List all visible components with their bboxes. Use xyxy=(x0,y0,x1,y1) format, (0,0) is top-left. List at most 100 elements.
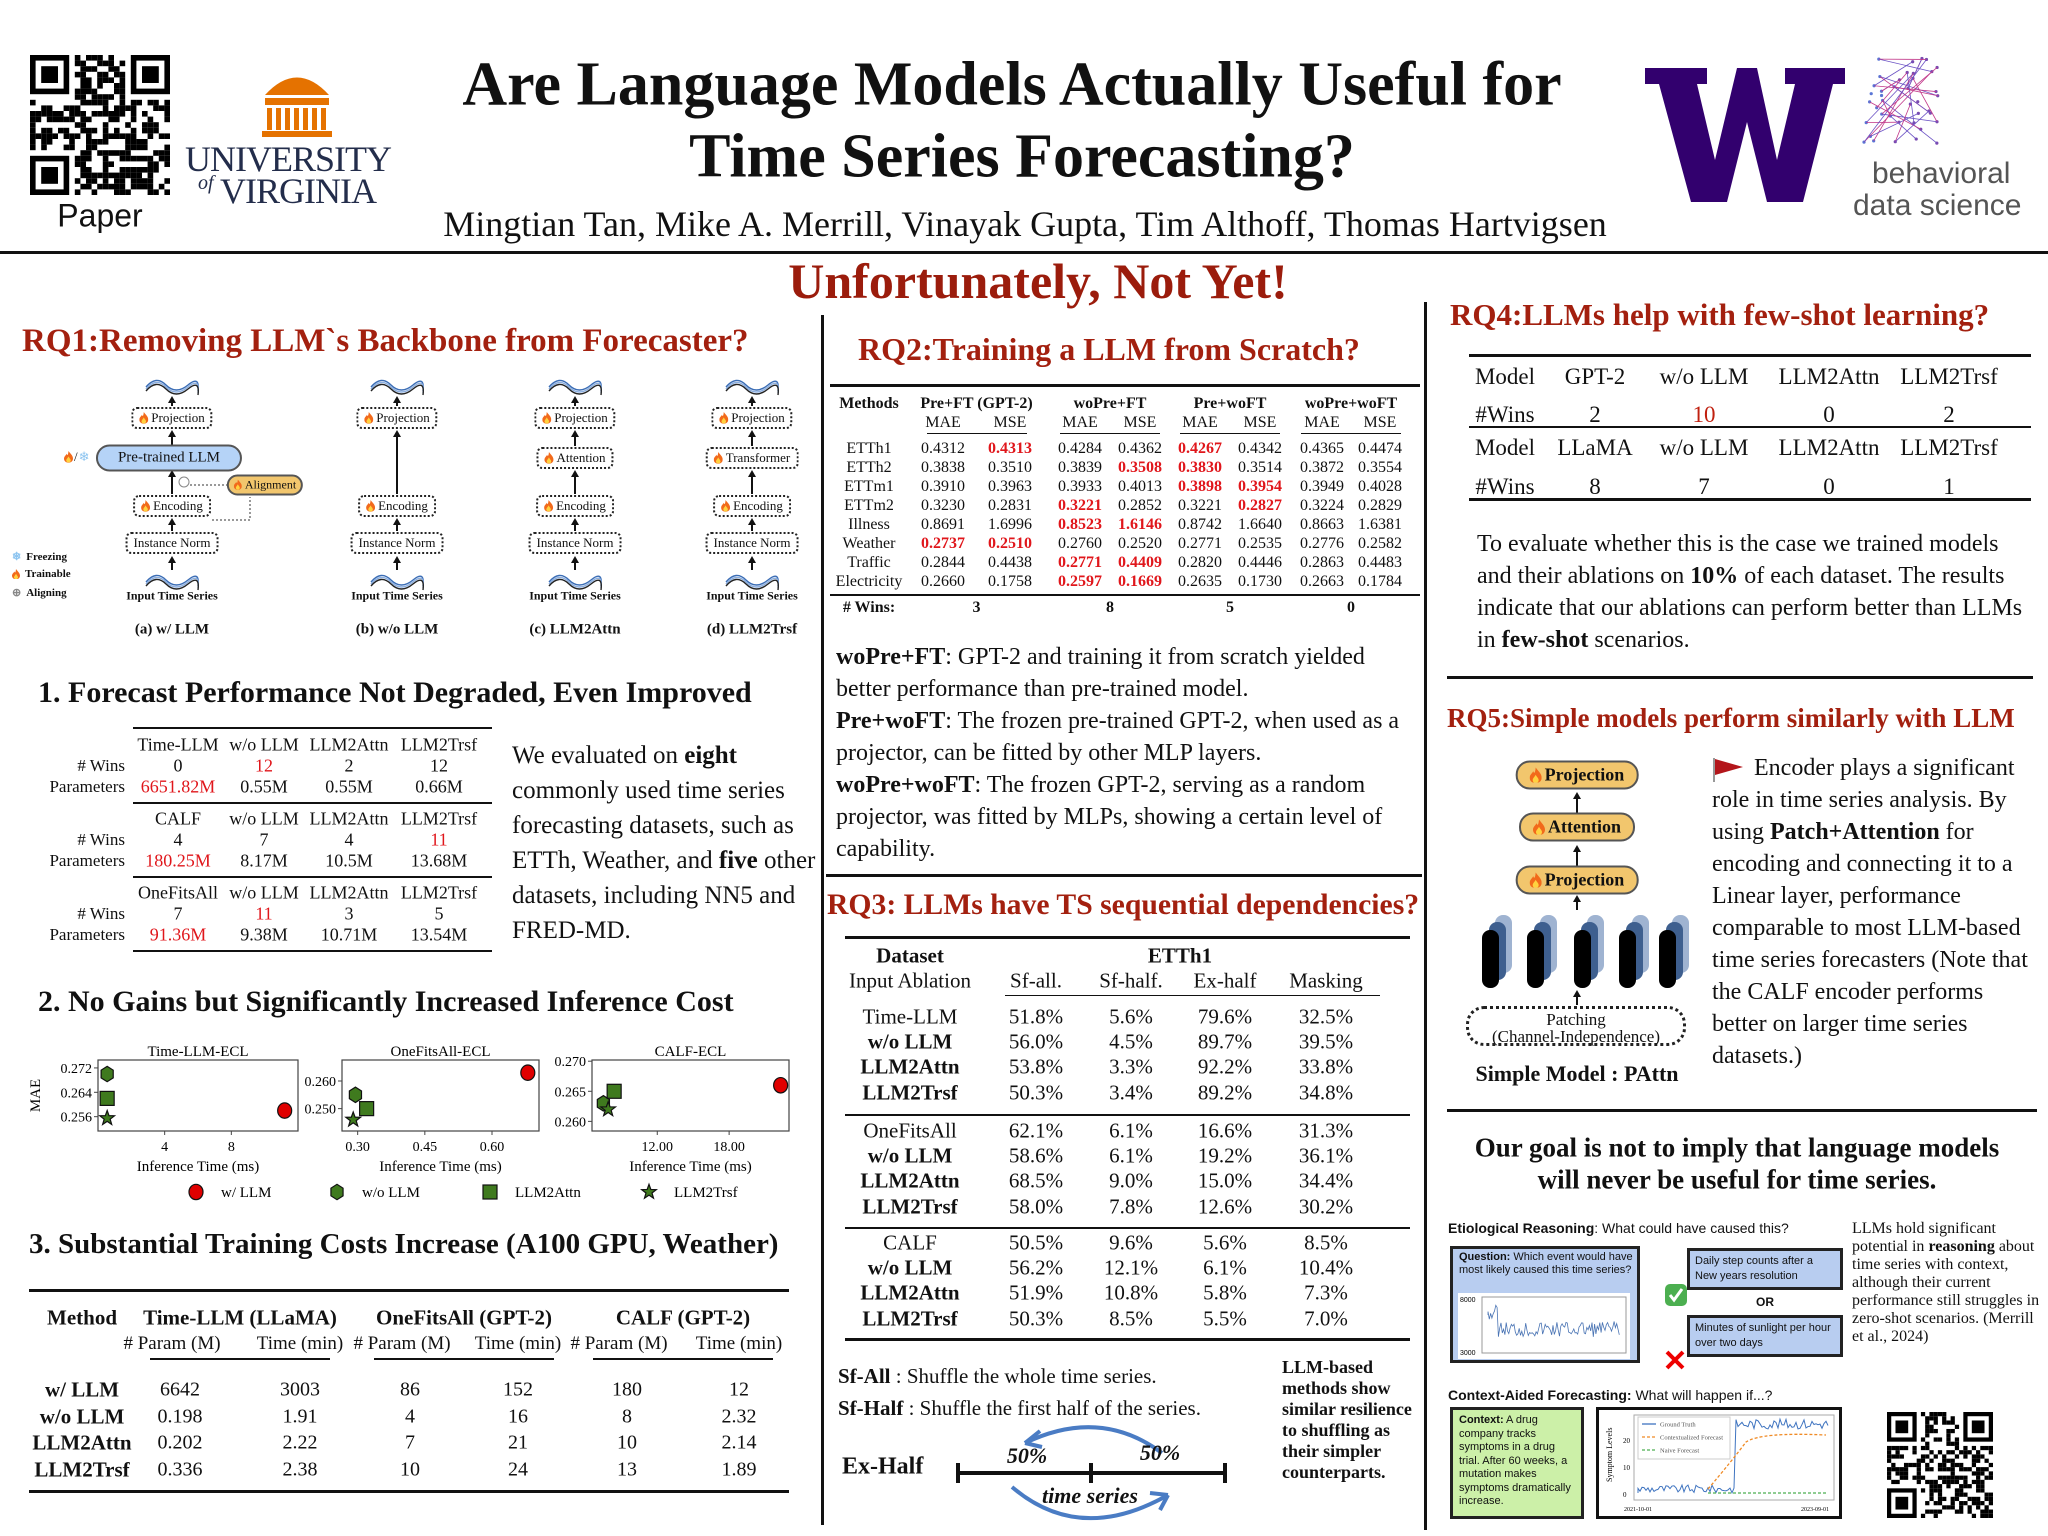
dataset-name: ETTh2 xyxy=(846,459,892,476)
context-title-bold: Context-Aided Forecasting: xyxy=(1448,1387,1632,1403)
model-header: w/o LLM xyxy=(229,734,299,755)
subheader: Time (min) xyxy=(474,1333,562,1354)
cell: 0.4312 xyxy=(921,440,965,457)
legend-item: ❄ Freezing xyxy=(12,550,67,564)
cell: 0.3872 xyxy=(1300,459,1344,476)
swap-arrow-bottom-icon xyxy=(1010,1485,1169,1521)
block-encoding: Encoding xyxy=(133,495,211,517)
step-count-line xyxy=(1487,1304,1620,1338)
best-cell: 0.1669 xyxy=(1118,573,1162,590)
group-header: Pre+FT (GPT-2) xyxy=(920,395,1033,412)
network-icon xyxy=(1862,56,1940,145)
row-name: LLM2Attn xyxy=(860,1168,960,1193)
cell: 0.2535 xyxy=(1238,535,1282,552)
chart-frame xyxy=(1633,1414,1835,1501)
row-name: LLM2Trsf xyxy=(862,1194,958,1219)
cell: 31.3% xyxy=(1298,1118,1354,1143)
cell: 8 xyxy=(1589,474,1601,499)
params-cell: 10.71M xyxy=(320,924,378,945)
model-header: LLM2Trsf xyxy=(400,734,478,755)
column-header: Masking xyxy=(1289,968,1363,993)
cell: 0.2663 xyxy=(1300,573,1344,590)
row-name: w/o LLM xyxy=(867,1143,953,1168)
group-header: woPre+woFT xyxy=(1304,395,1398,412)
rq1-architecture-diagram: Projection Pre-trained LLM Encoding Instanc… xyxy=(0,0,820,650)
model-header: LLM2Trsf xyxy=(400,808,478,829)
flame-icon xyxy=(721,500,731,512)
wins-cell: 5 xyxy=(434,903,444,924)
cell: 8.5% xyxy=(1304,1230,1348,1255)
legend-label: Freezing xyxy=(26,550,67,563)
model-header: w/o LLM xyxy=(229,808,299,829)
table-rule xyxy=(1060,433,1160,434)
output-series-icon xyxy=(725,379,779,396)
goal-line2: will never be useful for time series. xyxy=(1537,1164,1937,1195)
cell: 0.4284 xyxy=(1058,440,1102,457)
block-label: Instance Norm xyxy=(133,535,211,550)
table-rule xyxy=(1469,498,2031,501)
flame-icon xyxy=(1529,767,1542,783)
rq4-heading: RQ4:LLMs help with few-shot learning? xyxy=(1450,297,1990,332)
cell: 0.4028 xyxy=(1358,478,1402,495)
method-header: Method xyxy=(47,1305,117,1330)
input-label: Input Time Series xyxy=(529,588,621,603)
cell: 0.4483 xyxy=(1358,554,1402,571)
cell: 9.0% xyxy=(1109,1168,1153,1193)
panel-caption: (b) w/o LLM xyxy=(355,621,439,638)
cell: 51.8% xyxy=(1008,1004,1064,1029)
x-tick-label: 18.00 xyxy=(713,1140,745,1155)
flame-icon xyxy=(364,412,374,424)
input-series-icon xyxy=(145,574,199,591)
or-label: OR xyxy=(1756,1295,1774,1309)
aligning-plus-icon xyxy=(178,476,190,488)
cell: 0.3514 xyxy=(1238,459,1282,476)
paper-qr-code[interactable] xyxy=(30,55,170,195)
group-header: Pre+woFT xyxy=(1193,395,1267,412)
patching-box: Patching (Channel-Independence) xyxy=(1466,1006,1686,1046)
y-max-label: 8000 xyxy=(1460,1297,1476,1304)
cell: 86 xyxy=(400,1378,420,1401)
row-name: LLM2Trsf xyxy=(862,1080,958,1105)
table-rule xyxy=(133,727,492,729)
block-label: Instance Norm xyxy=(713,535,791,550)
bold-text: 10% xyxy=(1690,563,1739,589)
row-name: LLM2Attn xyxy=(860,1280,960,1305)
y-tick-label: 0.260 xyxy=(305,1075,337,1090)
inference-cost-scatter-plots: Time-LLM-ECL 4 8 0.256 0.264 0.272 Inference T… xyxy=(28,1044,790,1201)
best-cell: 0.2597 xyxy=(1058,573,1102,590)
wins-cell: 11 xyxy=(255,903,273,924)
bold-text: eight xyxy=(684,742,737,769)
cell: 79.6% xyxy=(1197,1004,1253,1029)
best-cell: 0.3508 xyxy=(1118,459,1162,476)
contextualized-forecast-line xyxy=(1707,1433,1827,1490)
bold-text: Sf-All xyxy=(838,1364,891,1388)
model-header: LLM2Attn xyxy=(309,808,389,829)
cell: 15.0% xyxy=(1197,1168,1253,1193)
cell: 7.0% xyxy=(1304,1306,1348,1331)
check-mark-icon xyxy=(1665,1284,1687,1306)
qr-label: Paper xyxy=(57,197,143,234)
rq4-description: To evaluate whether this is the case we … xyxy=(1477,528,2037,656)
bds-logo-line1: behavioral xyxy=(1872,157,2011,190)
cell: 2.32 xyxy=(721,1405,757,1427)
subheader: Time (min) xyxy=(256,1333,344,1354)
row-label: Parameters xyxy=(49,777,125,796)
cell: 33.8% xyxy=(1298,1054,1354,1079)
cell: 10 xyxy=(400,1458,420,1480)
uva-logo: UNIVERSITY of VIRGINIA xyxy=(180,60,415,211)
cell: 3.4% xyxy=(1109,1080,1153,1105)
poster-title-line2: Time Series Forecasting? xyxy=(689,122,1355,191)
qr-code[interactable] xyxy=(1887,1412,1993,1518)
text: of each dataset. The results indicate th… xyxy=(1477,563,2023,653)
column-header: Ex-half xyxy=(1193,968,1257,993)
best-cell: 1.6146 xyxy=(1118,516,1162,533)
block-label: Projection xyxy=(376,410,430,425)
flame-icon xyxy=(139,412,149,424)
legend-item: Trainable xyxy=(12,568,71,580)
cell: 0.2863 xyxy=(1300,554,1344,571)
cell: 7 xyxy=(1698,474,1710,499)
y-tick-label: 0.256 xyxy=(61,1111,93,1126)
wins-cell: 12 xyxy=(255,755,273,776)
best-cell: 0.8523 xyxy=(1058,516,1102,533)
table-rule xyxy=(133,876,492,878)
